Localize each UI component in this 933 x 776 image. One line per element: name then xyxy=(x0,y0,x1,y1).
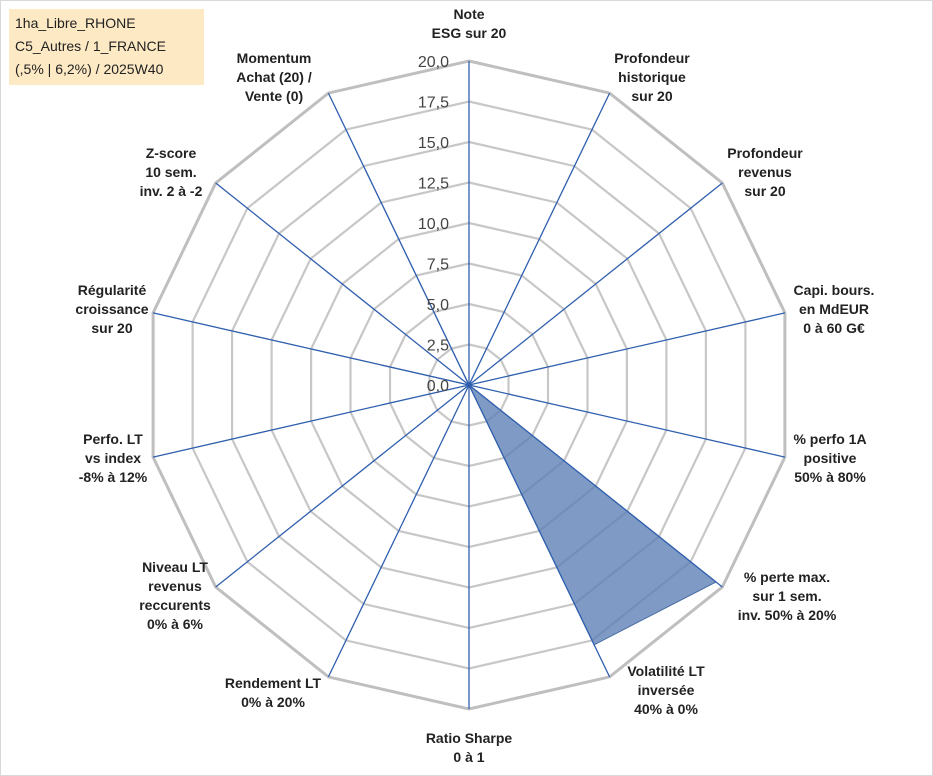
axis-label-1-line-0: Profondeur xyxy=(614,50,690,66)
info-box: 1ha_Libre_RHONE C5_Autres / 1_FRANCE (,5… xyxy=(9,9,204,85)
spoke-layer xyxy=(152,61,786,709)
axis-label-3-line-1: en MdEUR xyxy=(799,301,869,317)
axis-label-1-line-2: sur 20 xyxy=(631,88,672,104)
axis-label-2-line-2: sur 20 xyxy=(744,183,785,199)
axis-label-8-line-0: Rendement LT xyxy=(225,675,322,691)
axis-label-5-line-2: inv. 50% à 20% xyxy=(738,607,837,623)
axis-label-12-line-2: inv. 2 à -2 xyxy=(140,183,203,199)
axis-label-13-line-2: Vente (0) xyxy=(245,88,303,104)
spoke-6 xyxy=(468,384,611,678)
tick-label-5: 12,5 xyxy=(418,176,449,193)
tick-layer: 0,0 2,5 5,0 7,5 10,0 12,5 15,0 17,5 20,0 xyxy=(418,54,449,395)
info-line-3: (,5% | 6,2%) / 2025W40 xyxy=(15,61,164,77)
axis-label-8: Rendement LT 0% à 20% xyxy=(225,675,322,710)
axis-label-10-line-0: Perfo. LT xyxy=(83,431,143,447)
axis-label-2-line-0: Profondeur xyxy=(727,145,803,161)
axis-label-7-line-1: 0 à 1 xyxy=(453,749,484,765)
tick-label-3: 7,5 xyxy=(427,257,449,274)
spoke-4 xyxy=(468,384,786,458)
spoke-1 xyxy=(468,92,611,386)
tick-label-2: 5,0 xyxy=(427,297,449,314)
tick-label-7: 17,5 xyxy=(418,95,449,112)
axis-label-11-line-1: croissance xyxy=(75,301,148,317)
axis-label-3: Capi. bours. en MdEUR 0 à 60 G€ xyxy=(794,282,875,336)
spoke-8 xyxy=(327,384,470,678)
axis-label-9-line-0: Niveau LT xyxy=(142,559,208,575)
axis-label-13-line-1: Achat (20) / xyxy=(236,69,312,85)
axis-label-9-line-2: reccurents xyxy=(139,597,211,613)
axis-label-layer: Note ESG sur 20 Profondeur historique sur 20… xyxy=(75,6,874,765)
spoke-9 xyxy=(215,384,470,588)
axis-label-12-line-0: Z-score xyxy=(146,145,197,161)
axis-label-13: Momentum Achat (20) / Vente (0) xyxy=(236,50,312,104)
axis-label-4-line-2: 50% à 80% xyxy=(794,469,866,485)
axis-label-10: Perfo. LT vs index -8% à 12% xyxy=(79,431,148,485)
axis-label-6: Volatilité LT inversée 40% à 0% xyxy=(627,663,705,717)
tick-label-1: 2,5 xyxy=(427,338,449,355)
axis-label-5: % perte max. sur 1 sem. inv. 50% à 20% xyxy=(738,569,837,623)
axis-label-0-line-1: ESG sur 20 xyxy=(432,25,507,41)
axis-label-6-line-0: Volatilité LT xyxy=(627,663,705,679)
axis-label-9-line-3: 0% à 6% xyxy=(147,616,204,632)
axis-label-6-line-1: inversée xyxy=(638,682,695,698)
axis-label-4: % perfo 1A positive 50% à 80% xyxy=(793,431,866,485)
info-line-2: C5_Autres / 1_FRANCE xyxy=(15,38,166,54)
axis-label-3-line-0: Capi. bours. xyxy=(794,282,875,298)
axis-label-4-line-1: positive xyxy=(804,450,857,466)
axis-label-7: Ratio Sharpe 0 à 1 xyxy=(426,730,513,765)
axis-label-11-line-0: Régularité xyxy=(78,282,147,298)
axis-label-13-line-0: Momentum xyxy=(237,50,312,66)
spoke-13 xyxy=(327,92,470,386)
tick-label-6: 15,0 xyxy=(418,135,449,152)
axis-label-1-line-1: historique xyxy=(618,69,686,85)
axis-label-10-line-1: vs index xyxy=(85,450,141,466)
axis-label-6-line-2: 40% à 0% xyxy=(634,701,698,717)
axis-label-0-line-0: Note xyxy=(453,6,484,22)
axis-label-7-line-0: Ratio Sharpe xyxy=(426,730,513,746)
spoke-10 xyxy=(152,384,470,458)
spoke-5 xyxy=(468,384,723,588)
axis-label-9: Niveau LT revenus reccurents 0% à 6% xyxy=(139,559,211,632)
spoke-11 xyxy=(152,312,470,386)
axis-label-5-line-1: sur 1 sem. xyxy=(752,588,821,604)
axis-label-1: Profondeur historique sur 20 xyxy=(614,50,690,104)
axis-label-2-line-1: revenus xyxy=(738,164,792,180)
axis-label-5-line-0: % perte max. xyxy=(744,569,830,585)
axis-label-0: Note ESG sur 20 xyxy=(432,6,507,41)
info-line-1: 1ha_Libre_RHONE xyxy=(15,15,136,31)
axis-label-11: Régularité croissance sur 20 xyxy=(75,282,148,336)
axis-label-11-line-2: sur 20 xyxy=(91,320,132,336)
spoke-3 xyxy=(468,312,786,386)
spoke-2 xyxy=(468,182,723,386)
axis-label-2: Profondeur revenus sur 20 xyxy=(727,145,803,199)
axis-label-3-line-2: 0 à 60 G€ xyxy=(803,320,865,336)
tick-label-8: 20,0 xyxy=(418,54,449,71)
axis-label-12-line-1: 10 sem. xyxy=(145,164,196,180)
spoke-12 xyxy=(215,182,470,386)
axis-label-4-line-0: % perfo 1A xyxy=(793,431,866,447)
axis-label-9-line-1: revenus xyxy=(148,578,202,594)
tick-label-4: 10,0 xyxy=(418,216,449,233)
tick-label-0: 0,0 xyxy=(427,378,449,395)
axis-label-12: Z-score 10 sem. inv. 2 à -2 xyxy=(140,145,203,199)
axis-label-10-line-2: -8% à 12% xyxy=(79,469,148,485)
axis-label-8-line-1: 0% à 20% xyxy=(241,694,305,710)
